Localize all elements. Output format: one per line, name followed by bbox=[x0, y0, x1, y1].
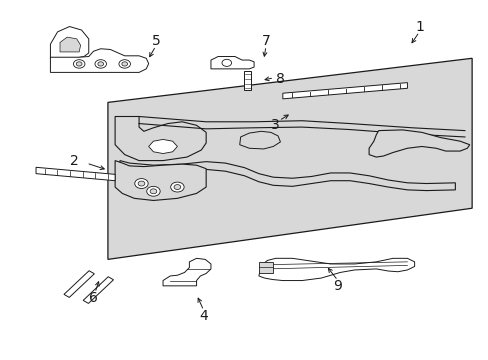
Text: 5: 5 bbox=[151, 33, 160, 48]
Polygon shape bbox=[210, 57, 254, 69]
Polygon shape bbox=[115, 161, 206, 201]
Polygon shape bbox=[50, 49, 148, 72]
Polygon shape bbox=[239, 131, 280, 149]
Circle shape bbox=[122, 62, 127, 66]
Polygon shape bbox=[148, 139, 177, 154]
Circle shape bbox=[174, 185, 181, 189]
Circle shape bbox=[98, 62, 103, 66]
Circle shape bbox=[135, 179, 148, 189]
Circle shape bbox=[150, 189, 157, 194]
Polygon shape bbox=[83, 277, 113, 303]
Circle shape bbox=[95, 60, 106, 68]
Text: 4: 4 bbox=[199, 309, 208, 323]
Circle shape bbox=[138, 181, 144, 186]
Text: 8: 8 bbox=[275, 72, 285, 86]
Circle shape bbox=[222, 59, 231, 66]
Polygon shape bbox=[244, 71, 251, 90]
Circle shape bbox=[170, 182, 184, 192]
Circle shape bbox=[76, 62, 82, 66]
Polygon shape bbox=[368, 130, 469, 157]
Polygon shape bbox=[108, 58, 471, 259]
Text: 7: 7 bbox=[261, 33, 270, 48]
Text: 1: 1 bbox=[414, 19, 423, 33]
Polygon shape bbox=[60, 37, 81, 52]
Polygon shape bbox=[50, 27, 89, 58]
Polygon shape bbox=[163, 258, 210, 286]
Polygon shape bbox=[258, 258, 414, 280]
Circle shape bbox=[119, 60, 130, 68]
Polygon shape bbox=[120, 161, 454, 190]
Polygon shape bbox=[64, 271, 94, 297]
Polygon shape bbox=[36, 167, 115, 181]
Text: 9: 9 bbox=[333, 279, 342, 293]
Polygon shape bbox=[282, 83, 407, 99]
Polygon shape bbox=[115, 117, 206, 161]
Polygon shape bbox=[258, 262, 273, 274]
Circle shape bbox=[146, 186, 160, 196]
Circle shape bbox=[73, 60, 85, 68]
Text: 6: 6 bbox=[89, 291, 98, 305]
Text: 2: 2 bbox=[70, 154, 79, 168]
Text: 3: 3 bbox=[271, 118, 280, 132]
